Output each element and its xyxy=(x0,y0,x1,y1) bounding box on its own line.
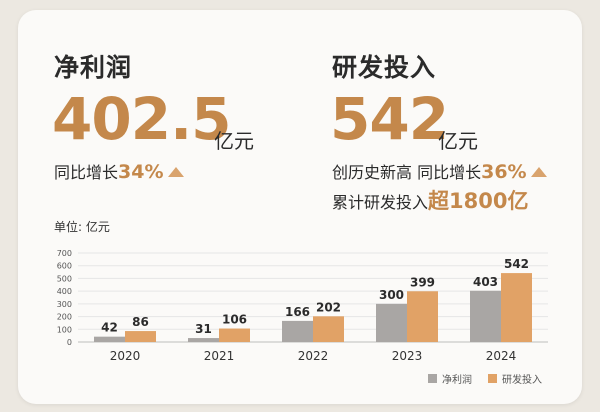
rnd-growth-label: 创历史新高 同比增长 xyxy=(332,163,482,182)
y-tick-label: 700 xyxy=(57,249,72,258)
bar-value-label: 31 xyxy=(195,322,212,336)
y-tick-label: 500 xyxy=(57,274,72,283)
net-profit-unit: 亿元 xyxy=(214,129,254,153)
rnd-cumulative: 累计研发投入超1800亿 xyxy=(332,185,528,215)
rnd-growth-value: 36% xyxy=(481,161,527,183)
x-tick-label: 2024 xyxy=(486,349,517,363)
chart-unit-label: 单位: 亿元 xyxy=(54,220,110,234)
bar-value-label: 403 xyxy=(473,275,498,289)
bar-value-label: 399 xyxy=(410,275,435,289)
rnd-bar xyxy=(501,273,532,342)
rnd-title: 研发投入 xyxy=(332,53,437,82)
net-profit-value: 402.5 xyxy=(52,85,231,153)
up-arrow-icon xyxy=(530,166,547,177)
rnd-unit: 亿元 xyxy=(438,129,478,153)
y-tick-label: 600 xyxy=(57,262,72,271)
x-tick-label: 2023 xyxy=(392,349,423,363)
rnd-bar xyxy=(219,328,250,342)
summary-card: 净利润 402.5 亿元 同比增长34% 研发投入 542 亿元 创历史新高 同… xyxy=(18,10,582,404)
legend-label-profit: 净利润 xyxy=(442,375,472,386)
legend-swatch-profit xyxy=(428,374,437,383)
net-profit-growth-value: 34% xyxy=(118,161,164,183)
bar-value-label: 202 xyxy=(316,300,341,314)
chart-legend: 净利润 研发投入 xyxy=(428,371,542,386)
profit-bar xyxy=(376,303,407,342)
net-profit-growth-label: 同比增长 xyxy=(54,163,119,182)
rnd-cumulative-value: 超1800亿 xyxy=(428,189,529,213)
y-tick-label: 300 xyxy=(57,300,72,309)
legend-label-rnd: 研发投入 xyxy=(502,375,542,386)
rnd-bar xyxy=(313,316,344,342)
bar-value-label: 42 xyxy=(101,321,118,335)
legend-item-profit: 净利润 xyxy=(428,371,472,386)
profit-bar xyxy=(282,320,313,342)
legend-swatch-rnd xyxy=(488,374,497,383)
y-tick-label: 100 xyxy=(57,325,72,334)
net-profit-growth: 同比增长34% xyxy=(54,159,184,183)
y-tick-label: 200 xyxy=(57,313,72,322)
bar-value-label: 86 xyxy=(132,315,149,329)
rnd-growth: 创历史新高 同比增长36% xyxy=(332,159,547,183)
rnd-value: 542 xyxy=(330,85,449,153)
rnd-cumulative-label: 累计研发投入 xyxy=(332,193,429,212)
profit-bar xyxy=(188,338,219,342)
x-tick-label: 2021 xyxy=(204,349,235,363)
legend-item-rnd: 研发投入 xyxy=(488,371,542,386)
rnd-bar xyxy=(407,291,438,342)
bar-value-label: 542 xyxy=(504,257,529,271)
y-tick-label: 400 xyxy=(57,287,72,296)
bar-value-label: 300 xyxy=(379,288,404,302)
bar-value-label: 106 xyxy=(222,313,247,327)
bar-chart: 0 100 200 300 400 500 600 700 42 86 2020 31 106 2021 1… xyxy=(57,249,548,363)
profit-bar xyxy=(94,336,125,342)
bar-value-label: 166 xyxy=(285,305,310,319)
x-tick-label: 2022 xyxy=(298,349,329,363)
profit-bar xyxy=(470,290,501,342)
x-tick-label: 2020 xyxy=(110,349,141,363)
up-arrow-icon xyxy=(167,166,184,177)
rnd-bar xyxy=(125,331,156,342)
net-profit-title: 净利润 xyxy=(54,53,133,82)
y-tick-label: 0 xyxy=(67,338,72,347)
